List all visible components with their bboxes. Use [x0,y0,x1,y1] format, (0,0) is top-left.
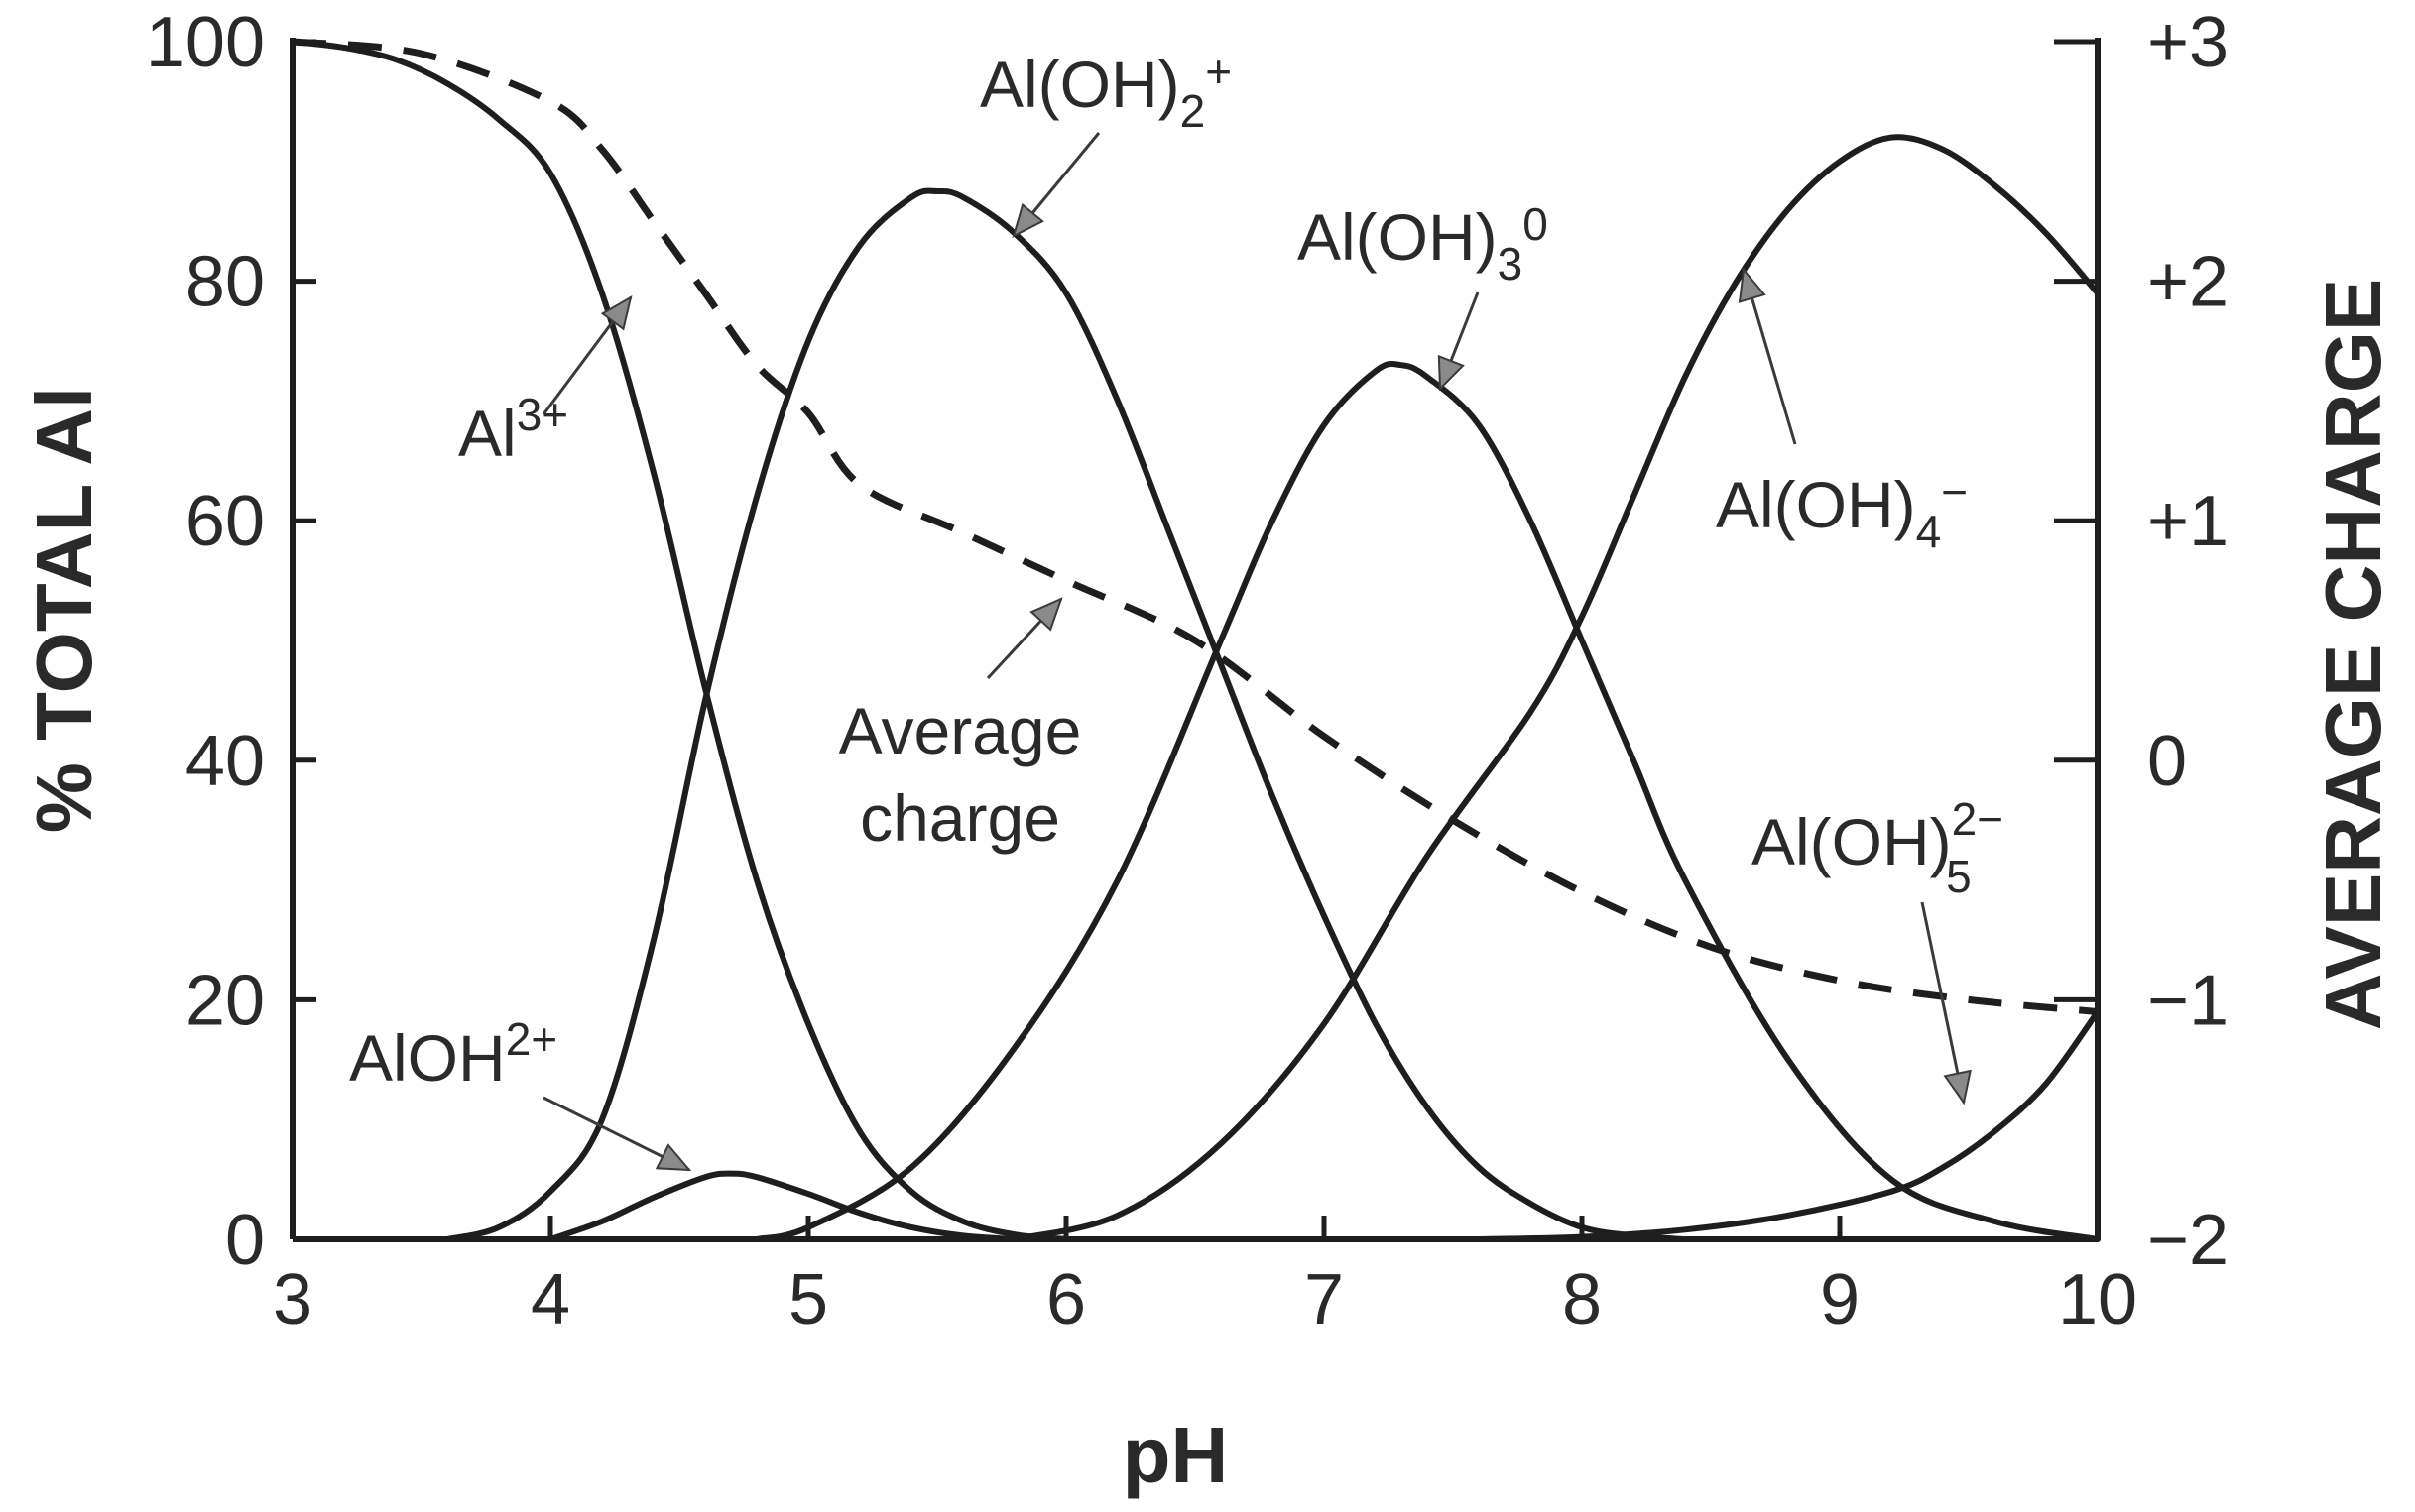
pointer-aloh2-head [655,1143,692,1172]
series-line-average-charge [292,38,2099,1015]
pointer-average-charge-head [1029,597,1063,632]
series-line-al-oh-2 [444,187,1688,1242]
label-al3: Al3+ [458,389,568,470]
pointer-aloh3-head [1437,354,1465,392]
y-right-tick-label: +2 [2147,243,2229,322]
x-tick-label: 5 [788,1260,828,1339]
pointer-aloh4-head [1738,267,1766,303]
x-tick-label: 6 [1046,1260,1086,1339]
y-left-tick-label: 100 [146,3,265,82]
label-aloh2: AlOH2+ [349,1013,557,1095]
series-line-al-oh-3-0 [754,360,2101,1242]
x-tick-label: 8 [1562,1260,1602,1339]
y-right-tick-label: −2 [2147,1201,2229,1280]
series-line-aloh2 [547,1170,1018,1242]
y-right-tick-label: 0 [2147,722,2187,801]
y-axis-right-title: AVERAGE CHARGE [2309,279,2397,1031]
x-axis-title: pH [1123,1411,1229,1499]
x-tick-label: 9 [1820,1260,1860,1339]
x-tick-label: 7 [1304,1260,1344,1339]
pointers-layer [542,132,1972,1172]
x-tick-label: 3 [273,1260,312,1339]
y-axis-left-title: % TOTAL Al [20,387,108,833]
label-aloh4: Al(OH)4− [1716,466,1968,557]
x-tick-label: 4 [531,1260,570,1339]
label-average: Average [839,694,1082,767]
curves-layer [290,38,2101,1242]
x-tick-label: 10 [2058,1260,2137,1339]
y-left-tick-label: 0 [225,1201,265,1280]
label-aloh3: Al(OH)30 [1297,198,1548,290]
label-charge: charge [860,781,1060,855]
pointer-aloh2plus-head [1012,202,1044,238]
label-aloh2plus: Al(OH)2+ [980,46,1232,137]
label-aloh5: Al(OH)2− 5 [1751,793,2003,902]
pointer-aloh5-head [1943,1069,1972,1105]
y-left-tick-label: 20 [185,961,265,1040]
pointer-aloh5-line [1920,901,1966,1104]
y-left-tick-label: 60 [185,482,265,561]
y-left-tick-label: 40 [185,722,265,801]
series-line-al-oh-4 [1012,134,2101,1242]
y-right-tick-label: +1 [2147,482,2229,561]
pointer-al3-head [600,294,633,331]
series-line-al-oh-5-2 [1476,1008,2101,1242]
series-line-al3 [290,39,1069,1242]
y-right-tick-label: −1 [2147,961,2229,1040]
axes-layer [290,38,2101,1242]
y-right-tick-label: +3 [2147,3,2229,82]
y-left-tick-label: 80 [185,243,265,322]
